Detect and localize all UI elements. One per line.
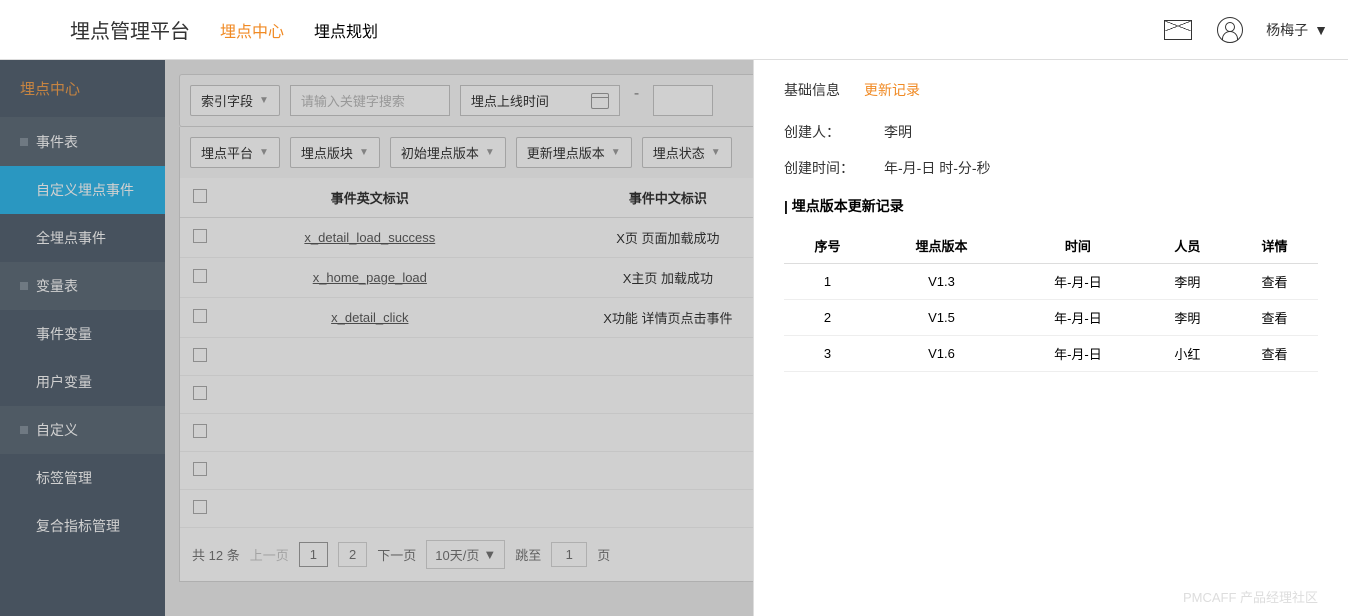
prev-page-button[interactable]: 上一页: [250, 545, 289, 564]
row-checkbox[interactable]: [193, 309, 207, 323]
bullet-icon: [20, 282, 28, 290]
total-label: 共 12 条: [192, 545, 240, 564]
sidebar-item-tag[interactable]: 标签管理: [0, 454, 165, 502]
header: 埋点管理平台 埋点中心 埋点规划 杨梅子 ▼: [0, 0, 1348, 60]
sidebar-group-vars[interactable]: 变量表: [0, 262, 165, 310]
history-row: 3 V1.6 年-月-日 小红 查看: [784, 336, 1318, 372]
sidebar: 埋点中心 事件表 自定义埋点事件 全埋点事件 变量表 事件变量 用户变量 自定义…: [0, 60, 165, 616]
sidebar-title: 埋点中心: [0, 60, 165, 118]
history-row: 2 V1.5 年-月-日 李明 查看: [784, 300, 1318, 336]
page-size-dropdown[interactable]: 10天/页▼: [426, 540, 505, 569]
chevron-down-icon: ▼: [1314, 22, 1328, 38]
row-checkbox[interactable]: [193, 386, 207, 400]
chevron-down-icon: ▼: [711, 147, 721, 158]
history-person: 小红: [1144, 336, 1231, 372]
creator-label: 创建人：: [784, 122, 884, 142]
row-checkbox[interactable]: [193, 269, 207, 283]
event-en-link[interactable]: x_detail_click: [331, 310, 408, 325]
detail-side-panel: 基础信息 更新记录 创建人： 李明 创建时间： 年-月-日 时-分-秒 | 埋点…: [753, 60, 1348, 616]
view-detail-link[interactable]: 查看: [1261, 347, 1287, 362]
jump-suffix: 页: [597, 545, 610, 564]
next-page-button[interactable]: 下一页: [377, 545, 416, 564]
version-history-table: 序号 埋点版本 时间 人员 详情 1 V1.3 年-月-日 李明 查看 2 V1…: [784, 228, 1318, 372]
event-en-link[interactable]: x_detail_load_success: [304, 230, 435, 245]
history-time: 年-月-日: [1012, 300, 1144, 336]
page-2-button[interactable]: 2: [338, 542, 367, 567]
tab-update-history[interactable]: 更新记录: [864, 80, 920, 100]
update-version-dropdown[interactable]: 更新埋点版本▼: [516, 137, 632, 168]
view-detail-link[interactable]: 查看: [1261, 311, 1287, 326]
index-field-dropdown[interactable]: 索引字段▼: [190, 85, 280, 116]
chevron-down-icon: ▼: [611, 147, 621, 158]
mail-icon[interactable]: [1162, 14, 1194, 46]
page-1-button[interactable]: 1: [299, 542, 328, 567]
username-dropdown[interactable]: 杨梅子 ▼: [1266, 20, 1328, 40]
sidebar-item-custom-event[interactable]: 自定义埋点事件: [0, 166, 165, 214]
sp-col-detail: 详情: [1231, 228, 1318, 264]
sidebar-group-custom[interactable]: 自定义: [0, 406, 165, 454]
sp-col-ver: 埋点版本: [871, 228, 1012, 264]
sidebar-item-all-event[interactable]: 全埋点事件: [0, 214, 165, 262]
user-avatar-icon[interactable]: [1214, 14, 1246, 46]
watermark: PMCAFF 产品经理社区: [1183, 587, 1318, 606]
nav-tab-plan[interactable]: 埋点规划: [314, 18, 378, 42]
history-ver: V1.3: [871, 264, 1012, 300]
init-version-dropdown[interactable]: 初始埋点版本▼: [390, 137, 506, 168]
history-time: 年-月-日: [1012, 336, 1144, 372]
jump-label: 跳至: [515, 545, 541, 564]
history-person: 李明: [1144, 300, 1231, 336]
creator-value: 李明: [884, 122, 912, 142]
jump-page-input[interactable]: 1: [551, 542, 587, 567]
row-checkbox[interactable]: [193, 462, 207, 476]
sp-col-person: 人员: [1144, 228, 1231, 264]
created-label: 创建时间：: [784, 158, 884, 178]
tab-basic-info[interactable]: 基础信息: [784, 80, 840, 100]
chevron-down-icon: ▼: [259, 147, 269, 158]
select-all-checkbox[interactable]: [193, 189, 207, 203]
bullet-icon: [20, 426, 28, 434]
row-checkbox[interactable]: [193, 348, 207, 362]
chevron-down-icon: ▼: [485, 147, 495, 158]
sidebar-item-event-var[interactable]: 事件变量: [0, 310, 165, 358]
calendar-icon: [591, 93, 609, 109]
date-range-dash: -: [630, 85, 643, 116]
history-no: 3: [784, 336, 871, 372]
col-en: 事件英文标识: [220, 178, 520, 218]
chevron-down-icon: ▼: [259, 95, 269, 106]
event-en-link[interactable]: x_home_page_load: [313, 270, 427, 285]
date-to-input[interactable]: [653, 85, 713, 116]
created-value: 年-月-日 时-分-秒: [884, 158, 991, 178]
version-history-title: | 埋点版本更新记录: [784, 196, 1318, 216]
status-dropdown[interactable]: 埋点状态▼: [642, 137, 732, 168]
block-dropdown[interactable]: 埋点版块▼: [290, 137, 380, 168]
history-ver: V1.5: [871, 300, 1012, 336]
platform-dropdown[interactable]: 埋点平台▼: [190, 137, 280, 168]
history-time: 年-月-日: [1012, 264, 1144, 300]
sidebar-group-events[interactable]: 事件表: [0, 118, 165, 166]
row-checkbox[interactable]: [193, 500, 207, 514]
history-row: 1 V1.3 年-月-日 李明 查看: [784, 264, 1318, 300]
nav-tab-center[interactable]: 埋点中心: [220, 18, 284, 42]
chevron-down-icon: ▼: [359, 147, 369, 158]
row-checkbox[interactable]: [193, 424, 207, 438]
sp-col-time: 时间: [1012, 228, 1144, 264]
search-input[interactable]: 请输入关键字搜索: [290, 85, 450, 116]
view-detail-link[interactable]: 查看: [1261, 275, 1287, 290]
history-no: 2: [784, 300, 871, 336]
history-no: 1: [784, 264, 871, 300]
sp-col-no: 序号: [784, 228, 871, 264]
bullet-icon: [20, 138, 28, 146]
app-title: 埋点管理平台: [70, 15, 190, 44]
username-label: 杨梅子: [1266, 20, 1308, 40]
sidebar-item-user-var[interactable]: 用户变量: [0, 358, 165, 406]
history-ver: V1.6: [871, 336, 1012, 372]
history-person: 李明: [1144, 264, 1231, 300]
row-checkbox[interactable]: [193, 229, 207, 243]
sidebar-item-metric[interactable]: 复合指标管理: [0, 502, 165, 550]
date-from-input[interactable]: 埋点上线时间: [460, 85, 620, 116]
